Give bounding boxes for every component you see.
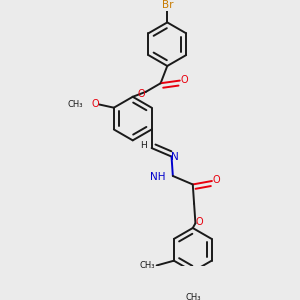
Text: O: O xyxy=(138,88,146,99)
Text: H: H xyxy=(140,141,146,150)
Text: Br: Br xyxy=(161,0,173,10)
Text: O: O xyxy=(181,75,188,85)
Text: NH: NH xyxy=(150,172,165,182)
Text: CH₃: CH₃ xyxy=(139,261,154,270)
Text: N: N xyxy=(171,152,179,162)
Text: O: O xyxy=(196,218,203,227)
Text: O: O xyxy=(91,100,99,110)
Text: O: O xyxy=(213,176,220,185)
Text: CH₃: CH₃ xyxy=(67,100,83,109)
Text: CH₃: CH₃ xyxy=(185,293,200,300)
